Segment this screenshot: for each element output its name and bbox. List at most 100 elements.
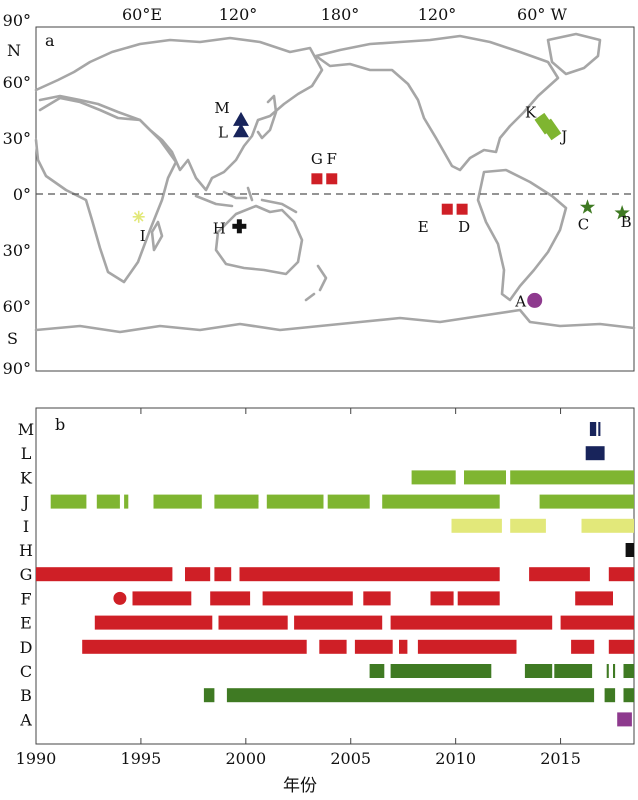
record-bar-c xyxy=(390,664,492,678)
record-bar-f xyxy=(430,591,454,606)
site-marker-k: K xyxy=(525,104,555,135)
site-axis-label: B xyxy=(20,686,32,705)
record-bar-d xyxy=(571,639,595,654)
square-marker xyxy=(311,173,323,185)
site-axis-label: M xyxy=(18,420,34,439)
site-marker-d: D xyxy=(456,203,470,236)
record-bar-j xyxy=(50,494,87,509)
record-bar-f xyxy=(457,591,500,606)
site-label: F xyxy=(327,150,337,168)
site-marker-b: B xyxy=(614,205,632,231)
greenland-coast xyxy=(546,32,602,76)
record-bar-d xyxy=(417,639,517,654)
record-bar-m xyxy=(589,422,597,436)
left-tick-label: 60° xyxy=(3,73,31,92)
record-bar-d xyxy=(399,639,408,654)
map-top-tick-labels: 60°E 120° 180° 120° 60° W xyxy=(122,5,568,24)
japan-coast xyxy=(256,94,278,140)
site-marker-h: H xyxy=(213,219,247,237)
year-tick-label: 2010 xyxy=(435,749,476,768)
antarctica-coast xyxy=(34,308,636,334)
record-bar-c xyxy=(369,664,385,678)
top-tick-label: 60°E xyxy=(122,5,162,24)
record-bar-b xyxy=(623,688,634,703)
record-bar-g xyxy=(36,567,173,582)
year-tick-label: 2000 xyxy=(225,749,266,768)
site-axis-label: D xyxy=(20,638,33,657)
record-bar-g xyxy=(185,567,211,582)
record-point-j xyxy=(245,495,259,509)
record-bar-c xyxy=(623,664,634,678)
site-axis-label: K xyxy=(20,468,33,487)
site-label: L xyxy=(218,123,228,141)
diamond-marker xyxy=(534,112,555,135)
africa-coast xyxy=(34,96,178,284)
record-bar-j xyxy=(327,494,370,509)
triangle-marker xyxy=(233,111,249,126)
record-bar-k xyxy=(464,470,506,485)
cross-marker xyxy=(236,219,242,234)
panel-b-label: b xyxy=(55,415,65,434)
x-axis-title: 年份 xyxy=(283,776,317,796)
site-markers: A B C D E FG H I J K LM xyxy=(132,99,632,310)
square-marker xyxy=(456,203,468,215)
site-axis-label: L xyxy=(21,444,32,463)
record-bar-g xyxy=(608,567,634,582)
record-bar-d xyxy=(319,639,347,654)
top-tick-label: 180° xyxy=(321,5,360,24)
site-axis-label: E xyxy=(20,614,32,633)
south-america-coast xyxy=(476,168,568,302)
record-bar-j xyxy=(266,494,324,509)
site-label: C xyxy=(578,215,589,233)
year-axis: 1990 1995 2000 2005 2010 2015 xyxy=(16,408,581,768)
top-tick-label: 60° W xyxy=(517,5,567,24)
record-bar-f xyxy=(262,591,353,606)
record-bar-j xyxy=(382,494,500,509)
madagascar-coast xyxy=(150,220,164,252)
record-bar-j xyxy=(124,494,129,509)
record-bar-e xyxy=(560,615,634,630)
site-axis-label: A xyxy=(19,710,32,729)
site-label: G xyxy=(311,150,323,168)
record-bar-a xyxy=(617,712,632,727)
map-panel: a 60°E 120° 180° 120° 60° W 90° 60° 30° … xyxy=(3,5,636,378)
record-bar-f xyxy=(575,591,613,606)
australia-coast xyxy=(214,204,304,276)
record-bar-j xyxy=(539,494,634,509)
year-tick-label: 2015 xyxy=(540,749,581,768)
star-marker xyxy=(579,199,596,214)
record-bar-c xyxy=(524,664,553,678)
indonesia-coast xyxy=(194,186,298,214)
site-axis-label: I xyxy=(23,517,29,536)
record-bar-i xyxy=(451,518,502,533)
site-marker-g: G xyxy=(311,150,323,185)
left-tick-label: 60° xyxy=(3,297,31,316)
record-bar-j xyxy=(96,494,120,509)
panel-a-label: a xyxy=(45,31,55,50)
left-tick-label: 90° xyxy=(3,359,31,378)
site-label: H xyxy=(213,219,226,237)
year-tick-label: 2005 xyxy=(330,749,371,768)
square-marker xyxy=(326,173,338,185)
record-bar-k xyxy=(411,470,456,485)
record-bar-c xyxy=(613,664,616,678)
site-marker-e: E xyxy=(418,203,453,236)
record-bar-e xyxy=(94,615,213,630)
site-axis-label: H xyxy=(19,541,33,560)
record-bar-c xyxy=(606,664,609,678)
coastlines xyxy=(34,32,636,334)
record-bar-d xyxy=(608,639,634,654)
site-marker-m: M xyxy=(214,99,249,126)
record-bar-g xyxy=(239,567,500,582)
square-marker xyxy=(441,203,453,215)
record-bar-e xyxy=(294,615,383,630)
map-left-tick-labels: 90° 60° 30° 0° 30° 60° 90° N S xyxy=(3,11,31,378)
site-marker-i: I xyxy=(132,210,146,245)
triangle-marker xyxy=(233,123,249,138)
site-axis-label: F xyxy=(20,589,31,608)
site-label: D xyxy=(458,218,470,236)
record-bar-h xyxy=(625,543,634,557)
record-bar-e xyxy=(390,615,553,630)
